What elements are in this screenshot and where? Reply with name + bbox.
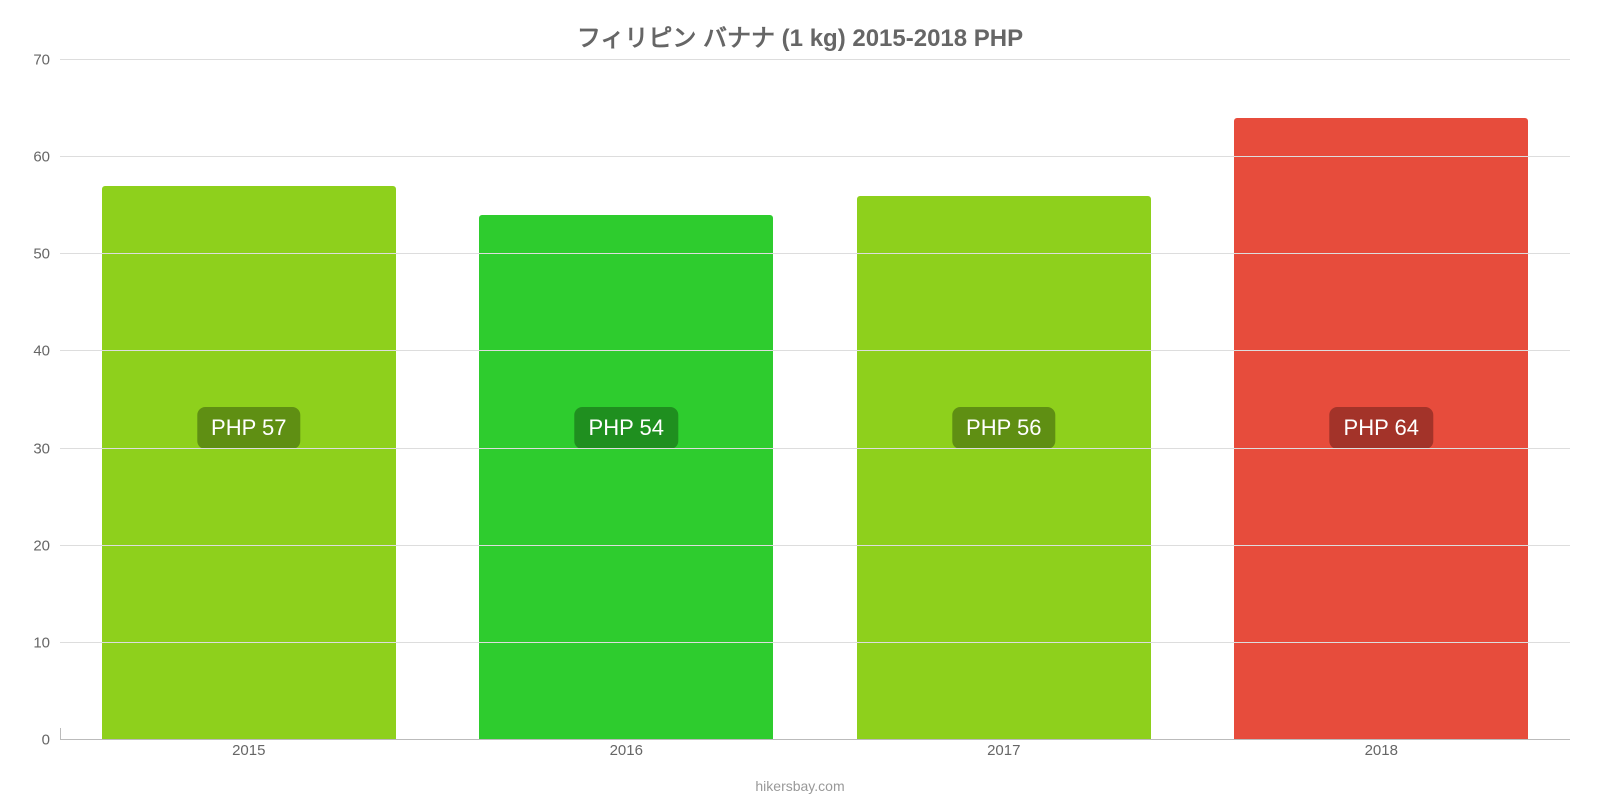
bar-value-label: PHP 57 <box>197 407 300 449</box>
attribution-text: hikersbay.com <box>0 778 1600 794</box>
y-tick-label: 60 <box>33 149 50 166</box>
x-tick-label: 2018 <box>1193 742 1571 759</box>
x-tick-label: 2016 <box>438 742 816 759</box>
bar-slot: PHP 57 <box>60 60 438 740</box>
bar: PHP 54 <box>479 215 773 740</box>
grid-line <box>60 253 1570 254</box>
grid-line <box>60 448 1570 449</box>
bar-value-label: PHP 64 <box>1330 407 1433 449</box>
plot-area: PHP 57 PHP 54 PHP 56 PHP 64 <box>60 60 1570 740</box>
grid-line <box>60 350 1570 351</box>
grid-line <box>60 545 1570 546</box>
x-axis-labels: 2015201620172018 <box>60 742 1570 759</box>
y-tick-label: 30 <box>33 440 50 457</box>
y-tick-label: 50 <box>33 246 50 263</box>
chart-title: フィリピン バナナ (1 kg) 2015-2018 PHP <box>0 0 1600 53</box>
bar-slot: PHP 56 <box>815 60 1193 740</box>
y-tick-label: 70 <box>33 52 50 69</box>
grid-line <box>60 59 1570 60</box>
y-tick-label: 0 <box>42 732 50 749</box>
y-axis: 010203040506070 <box>0 60 60 740</box>
bar: PHP 64 <box>1234 118 1528 740</box>
y-tick-label: 10 <box>33 634 50 651</box>
bar-slot: PHP 54 <box>438 60 816 740</box>
bar-slot: PHP 64 <box>1193 60 1571 740</box>
x-axis-line <box>60 739 1570 740</box>
bar-value-label: PHP 56 <box>952 407 1055 449</box>
bar: PHP 57 <box>102 186 396 740</box>
bar-value-label: PHP 54 <box>575 407 678 449</box>
x-tick-label: 2017 <box>815 742 1193 759</box>
grid-line <box>60 156 1570 157</box>
chart-container: フィリピン バナナ (1 kg) 2015-2018 PHP 0 10 20 30 40… <box>0 0 1600 800</box>
bars-group: PHP 57 PHP 54 PHP 56 PHP 64 <box>60 60 1570 740</box>
grid-line <box>60 642 1570 643</box>
x-tick-label: 2015 <box>60 742 438 759</box>
y-axis-stub <box>60 728 61 740</box>
bar: PHP 56 <box>857 196 1151 740</box>
y-tick-label: 20 <box>33 537 50 554</box>
y-tick-label: 40 <box>33 343 50 360</box>
